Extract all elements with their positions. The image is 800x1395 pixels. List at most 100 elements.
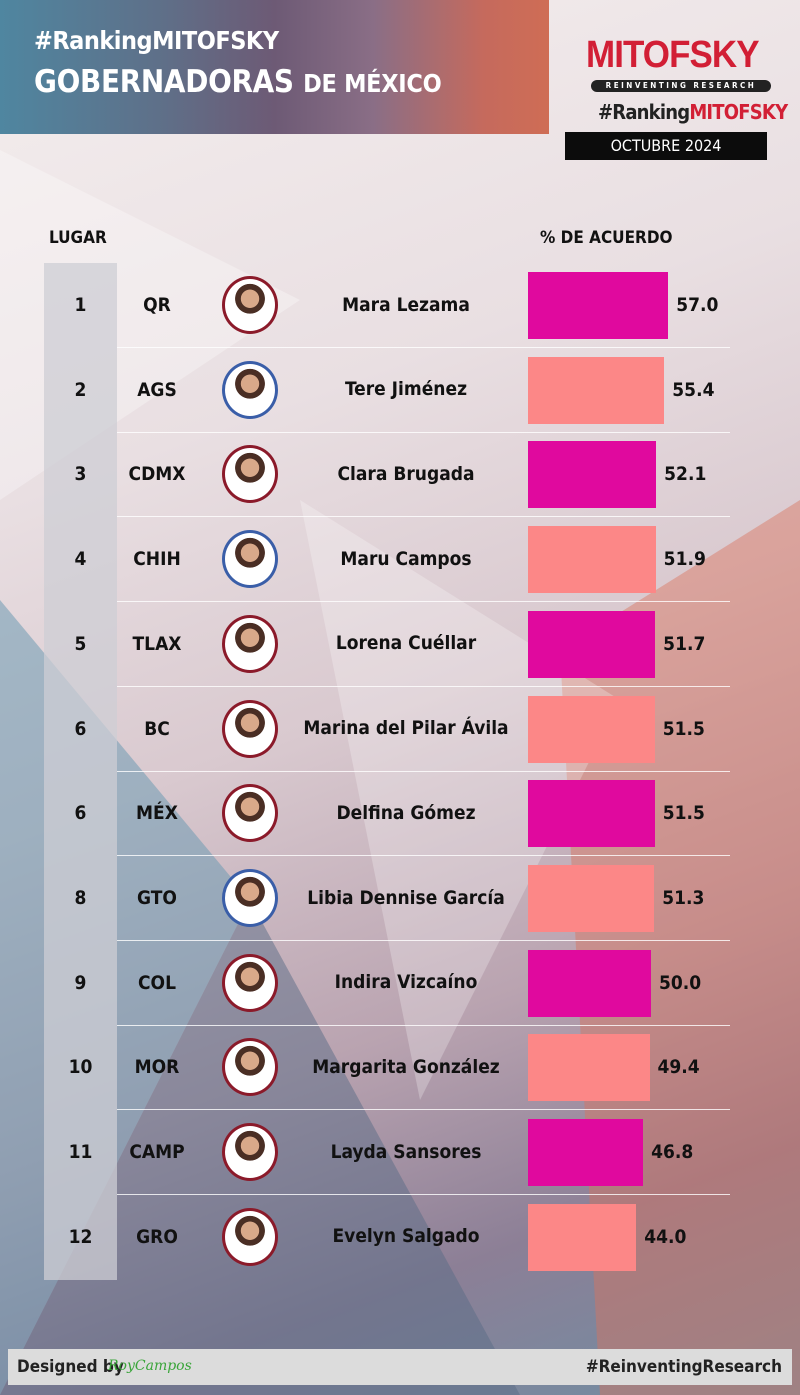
value-label: 52.1 xyxy=(664,463,707,486)
rank-label: 12 xyxy=(68,1225,93,1248)
state-label: GRO xyxy=(136,1225,178,1248)
ranking-prefix: #Ranking xyxy=(598,100,690,124)
governor-photo xyxy=(222,614,278,673)
state-label: MÉX xyxy=(136,802,178,825)
governor-photo xyxy=(222,784,278,843)
value-column-header: % DE ACUERDO xyxy=(540,228,673,248)
governor-name: Marina del Pilar Ávila xyxy=(303,717,509,740)
value-label: 51.5 xyxy=(662,717,705,740)
governor-name: Mara Lezama xyxy=(342,293,470,316)
governor-name: Margarita González xyxy=(312,1055,500,1078)
rank-label: 8 xyxy=(74,886,87,909)
governor-name: Clara Brugada xyxy=(337,463,475,486)
row-divider xyxy=(117,770,730,772)
value-bar xyxy=(528,695,655,763)
row-divider xyxy=(117,685,730,687)
row-divider xyxy=(117,855,730,857)
footer: Designed by RoyCampos #ReinventingResear… xyxy=(8,1349,792,1385)
governor-name: Delfina Gómez xyxy=(336,801,476,824)
state-label: AGS xyxy=(137,378,177,401)
row-divider xyxy=(117,601,730,603)
table-row: 3 CDMX Clara Brugada 52.1 xyxy=(44,432,730,518)
rank-label: 10 xyxy=(68,1056,93,1079)
value-label: 46.8 xyxy=(651,1141,694,1163)
page-title: GOBERNADORAS DE MÉXICO xyxy=(34,64,442,100)
governor-photo xyxy=(222,868,278,927)
governor-name: Maru Campos xyxy=(340,547,472,570)
value-bar xyxy=(528,1034,650,1102)
governor-photo xyxy=(222,699,278,758)
governor-photo xyxy=(222,1123,278,1181)
row-divider xyxy=(117,1109,730,1111)
rank-label: 6 xyxy=(74,802,87,825)
value-bar xyxy=(528,526,656,594)
governor-photo xyxy=(222,953,278,1012)
governor-photo xyxy=(222,276,278,334)
table-row: 12 GRO Evelyn Salgado 44.0 xyxy=(44,1195,730,1280)
table-row: 4 CHIH Maru Campos 51.9 xyxy=(44,517,730,603)
governor-photo xyxy=(222,1038,278,1097)
table-row: 11 CAMP Layda Sansores 46.8 xyxy=(44,1110,730,1195)
date-badge: OCTUBRE 2024 xyxy=(565,132,767,160)
value-label: 44.0 xyxy=(644,1225,687,1248)
value-label: 51.7 xyxy=(663,632,706,655)
footer-hashtag: #ReinventingResearch xyxy=(585,1357,782,1377)
governor-name: Tere Jiménez xyxy=(344,378,468,401)
table-row: 1 QR Mara Lezama 57.0 xyxy=(44,263,730,348)
rank-label: 5 xyxy=(74,632,87,655)
value-label: 49.4 xyxy=(657,1056,700,1079)
rank-label: 2 xyxy=(74,378,87,401)
value-label: 50.0 xyxy=(659,971,702,994)
hashtag: #RankingMITOFSKY xyxy=(34,26,279,55)
state-label: QR xyxy=(143,294,171,316)
governor-photo xyxy=(222,445,278,504)
rank-column-header: LUGAR xyxy=(49,228,107,248)
value-bar xyxy=(528,272,669,339)
table-row: 6 MÉX Delfina Gómez 51.5 xyxy=(44,771,730,857)
value-bar xyxy=(528,1203,637,1271)
governor-photo xyxy=(222,1207,278,1266)
value-bar xyxy=(528,356,665,424)
governor-photo xyxy=(222,530,278,589)
governor-name: Evelyn Salgado xyxy=(332,1225,480,1248)
value-label: 51.9 xyxy=(663,548,706,571)
rank-column-bg xyxy=(44,263,117,1280)
rank-label: 11 xyxy=(68,1141,93,1163)
value-bar xyxy=(528,780,655,848)
brand-tagline: REINVENTING RESEARCH xyxy=(591,80,771,92)
state-label: CAMP xyxy=(129,1141,185,1163)
state-label: COL xyxy=(138,971,176,994)
value-bar xyxy=(528,864,655,932)
ranking-hashtag: #RankingMITOFSKY xyxy=(598,100,788,124)
title-banner: #RankingMITOFSKY GOBERNADORAS DE MÉXICO xyxy=(0,0,549,134)
table-row: 2 AGS Tere Jiménez 55.4 xyxy=(44,348,730,433)
value-label: 55.4 xyxy=(672,378,715,401)
state-label: BC xyxy=(144,717,170,740)
title-main: GOBERNADORAS xyxy=(34,64,294,100)
table-row: 8 GTO Libia Dennise García 51.3 xyxy=(44,856,730,941)
value-label: 51.5 xyxy=(662,802,705,825)
designer-signature: RoyCampos xyxy=(108,1358,192,1374)
governor-name: Indira Vizcaíno xyxy=(334,971,478,994)
rank-label: 4 xyxy=(74,548,87,571)
governor-name: Layda Sansores xyxy=(330,1140,482,1163)
designed-by: Designed by xyxy=(17,1357,124,1377)
state-label: CHIH xyxy=(133,548,181,571)
governor-photo xyxy=(222,360,278,419)
state-label: GTO xyxy=(137,886,177,909)
value-bar xyxy=(528,949,651,1017)
row-divider xyxy=(117,1024,730,1026)
row-divider xyxy=(117,516,730,518)
ranking-brand: MITOFSKY xyxy=(689,100,788,124)
table-row: 5 TLAX Lorena Cuéllar 51.7 xyxy=(44,602,730,687)
rank-label: 3 xyxy=(74,463,87,486)
rank-label: 6 xyxy=(74,717,87,740)
state-label: TLAX xyxy=(132,632,182,655)
state-label: MOR xyxy=(134,1056,180,1079)
value-bar xyxy=(528,441,657,509)
state-label: CDMX xyxy=(128,463,186,486)
row-divider xyxy=(117,431,730,433)
value-bar xyxy=(528,1119,644,1186)
row-divider xyxy=(117,939,730,941)
value-label: 51.3 xyxy=(662,886,705,909)
